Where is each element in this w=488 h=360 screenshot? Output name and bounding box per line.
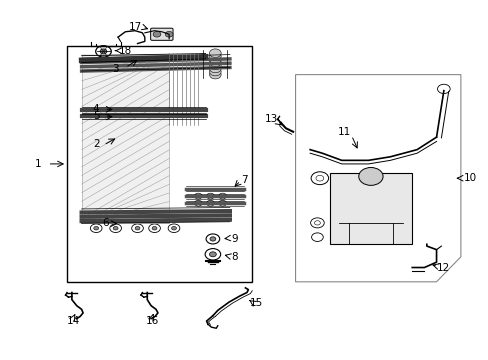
Bar — [67, 46, 251, 282]
Text: 16: 16 — [145, 316, 159, 326]
Circle shape — [209, 52, 221, 60]
Text: 12: 12 — [436, 262, 449, 273]
Circle shape — [209, 70, 221, 79]
Circle shape — [358, 167, 382, 185]
Text: 18: 18 — [119, 46, 132, 56]
Text: 11: 11 — [337, 127, 350, 137]
Circle shape — [209, 67, 221, 76]
Text: 3: 3 — [112, 64, 119, 74]
Text: 14: 14 — [66, 316, 80, 326]
Circle shape — [152, 226, 157, 230]
Circle shape — [100, 49, 107, 54]
Circle shape — [153, 31, 161, 37]
Circle shape — [94, 226, 99, 230]
Circle shape — [209, 49, 221, 58]
Bar — [81, 55, 169, 223]
FancyBboxPatch shape — [150, 28, 173, 40]
Circle shape — [209, 237, 215, 241]
Bar — [329, 173, 411, 244]
Bar — [81, 55, 169, 223]
Circle shape — [209, 58, 221, 67]
Circle shape — [171, 226, 176, 230]
Text: 10: 10 — [463, 173, 476, 183]
Text: 13: 13 — [264, 114, 277, 124]
Circle shape — [209, 64, 221, 73]
Text: 2: 2 — [93, 139, 100, 149]
Text: 6: 6 — [102, 218, 109, 228]
Circle shape — [113, 226, 118, 230]
Circle shape — [209, 55, 221, 64]
Text: 15: 15 — [249, 298, 263, 308]
Text: 4: 4 — [93, 104, 100, 113]
Text: 5: 5 — [93, 111, 100, 121]
Text: 1: 1 — [35, 159, 41, 169]
Circle shape — [209, 252, 216, 257]
Text: 8: 8 — [231, 252, 238, 262]
Circle shape — [209, 61, 221, 70]
Text: 17: 17 — [128, 22, 142, 32]
Text: 9: 9 — [231, 234, 238, 244]
Text: 7: 7 — [241, 175, 247, 185]
Circle shape — [165, 31, 173, 37]
Circle shape — [135, 226, 140, 230]
